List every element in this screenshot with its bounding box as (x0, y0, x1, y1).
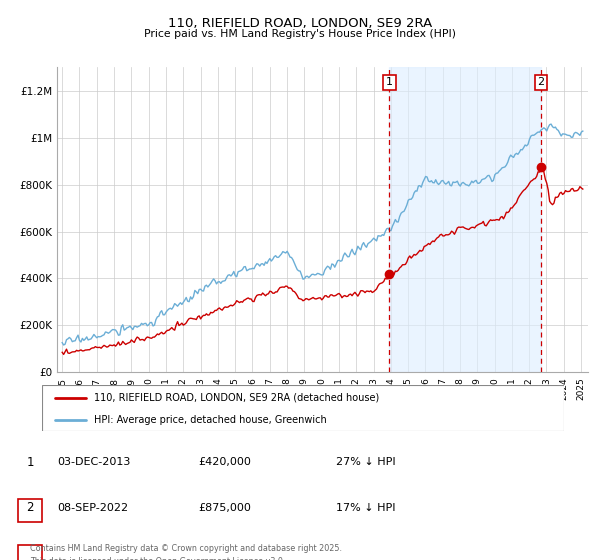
Text: 2: 2 (538, 77, 545, 87)
Text: £420,000: £420,000 (198, 457, 251, 467)
Text: 2: 2 (26, 501, 34, 515)
Text: Price paid vs. HM Land Registry's House Price Index (HPI): Price paid vs. HM Land Registry's House … (144, 29, 456, 39)
Text: 03-DEC-2013: 03-DEC-2013 (57, 457, 130, 467)
Text: 1: 1 (386, 77, 393, 87)
Bar (389, 67, 541, 372)
Text: HPI: Average price, detached house, Greenwich: HPI: Average price, detached house, Gree… (94, 414, 327, 424)
Text: 17% ↓ HPI: 17% ↓ HPI (336, 503, 395, 513)
Text: £875,000: £875,000 (198, 503, 251, 513)
Text: 110, RIEFIELD ROAD, LONDON, SE9 2RA: 110, RIEFIELD ROAD, LONDON, SE9 2RA (168, 17, 432, 30)
Text: 1: 1 (26, 455, 34, 469)
Text: Contains HM Land Registry data © Crown copyright and database right 2025.
This d: Contains HM Land Registry data © Crown c… (30, 544, 342, 560)
Text: 08-SEP-2022: 08-SEP-2022 (57, 503, 128, 513)
Text: 27% ↓ HPI: 27% ↓ HPI (336, 457, 395, 467)
Text: 110, RIEFIELD ROAD, LONDON, SE9 2RA (detached house): 110, RIEFIELD ROAD, LONDON, SE9 2RA (det… (94, 393, 379, 403)
